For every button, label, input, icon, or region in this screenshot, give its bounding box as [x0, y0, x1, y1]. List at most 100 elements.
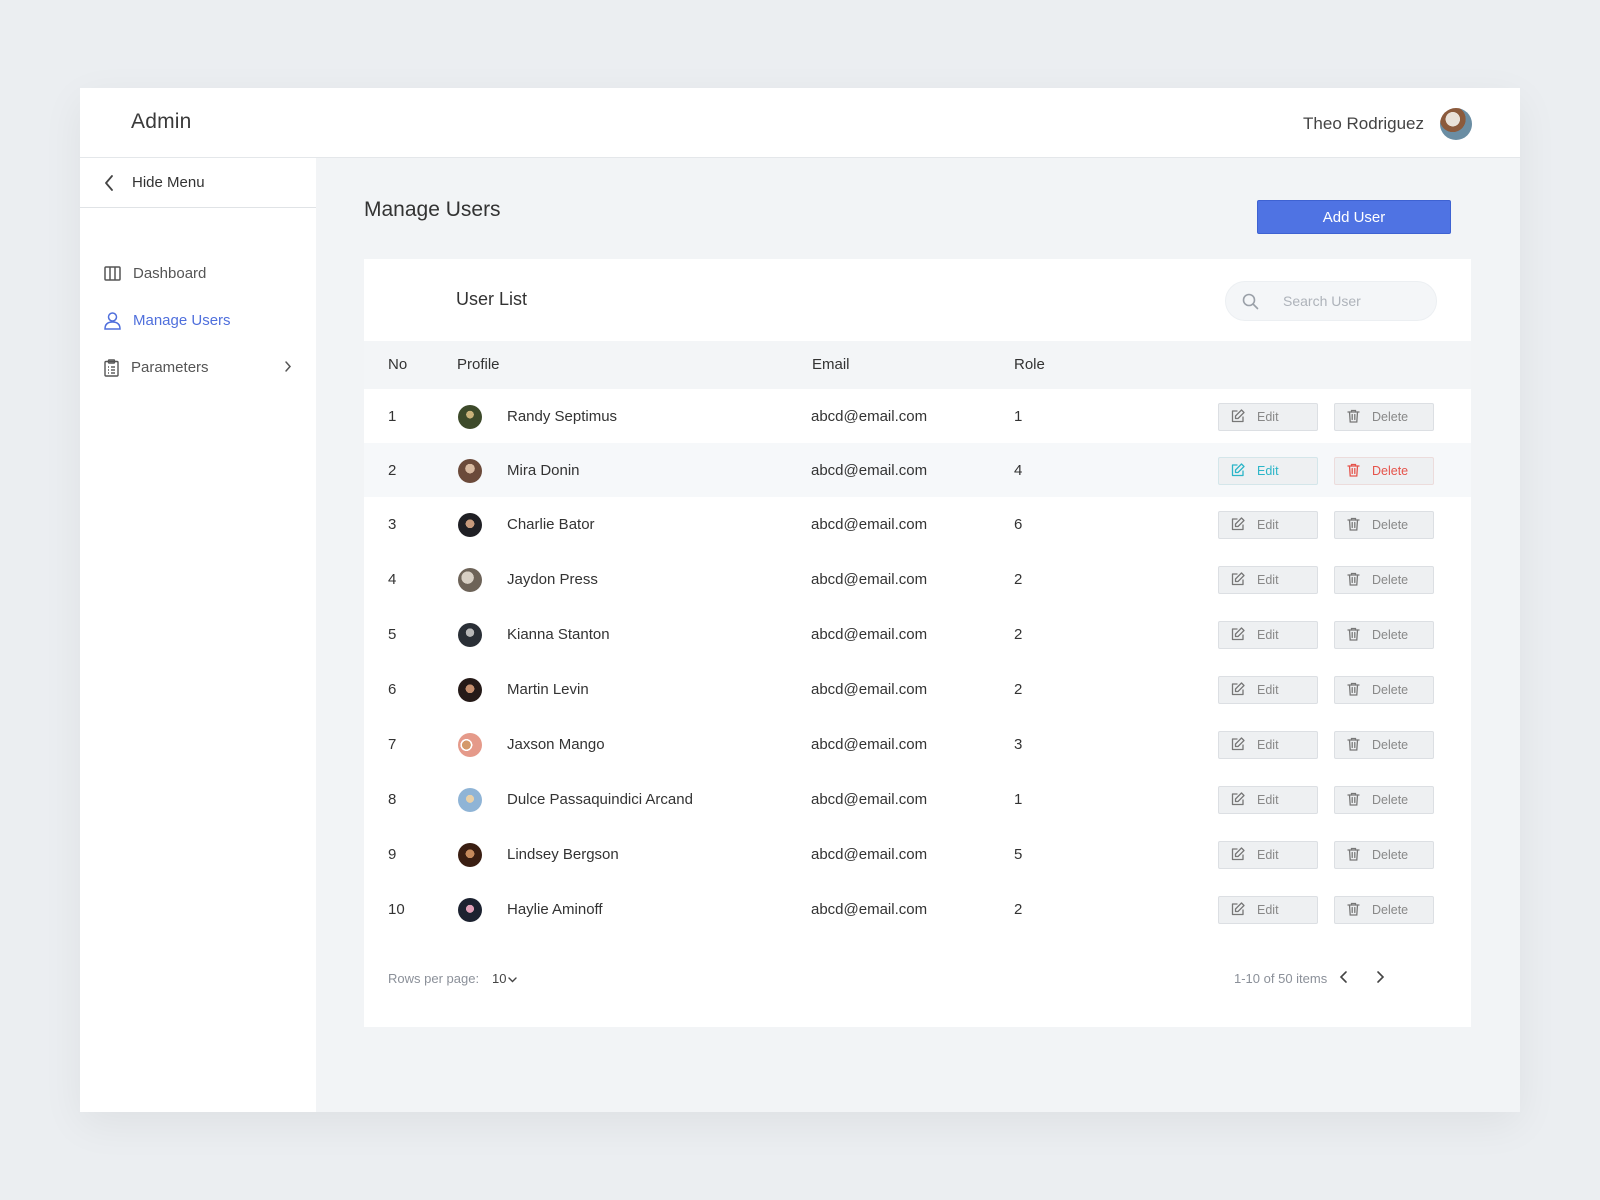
user-role: 6: [1014, 516, 1023, 533]
delete-button[interactable]: Delete: [1334, 676, 1434, 704]
sidebar-item-manage-users[interactable]: Manage Users: [80, 297, 316, 344]
top-bar: Admin Theo Rodriguez: [80, 88, 1520, 158]
table-header: No Profile Email Role: [364, 341, 1471, 389]
delete-label: Delete: [1372, 573, 1409, 587]
table-row[interactable]: 10 Haylie Aminoff abcd@email.com 2 Edit Delet…: [364, 882, 1471, 937]
table-row[interactable]: 2 Mira Donin abcd@email.com 4 Edit Delete: [364, 443, 1471, 497]
profile-avatar: [458, 843, 482, 867]
user-email: abcd@email.com: [811, 791, 928, 808]
profile-name: Martin Levin: [507, 681, 589, 698]
trash-icon: [1347, 409, 1360, 426]
delete-label: Delete: [1372, 410, 1409, 424]
table-row[interactable]: 5 Kianna Stanton abcd@email.com 2 Edit Delete: [364, 607, 1471, 662]
table-row[interactable]: 6 Martin Levin abcd@email.com 2 Edit Delete: [364, 662, 1471, 717]
delete-label: Delete: [1372, 738, 1409, 752]
profile-name: Kianna Stanton: [507, 626, 610, 643]
clipboard-icon: [104, 358, 119, 377]
user-avatar[interactable]: [1440, 108, 1472, 140]
table-row[interactable]: 9 Lindsey Bergson abcd@email.com 5 Edit Delet…: [364, 827, 1471, 882]
edit-button[interactable]: Edit: [1218, 457, 1318, 485]
profile-name: Mira Donin: [507, 462, 580, 479]
add-user-button[interactable]: Add User: [1257, 200, 1451, 234]
header-no: No: [388, 356, 408, 373]
table-row[interactable]: 3 Charlie Bator abcd@email.com 6 Edit Delete: [364, 497, 1471, 552]
profile-avatar: [458, 678, 482, 702]
delete-label: Delete: [1372, 903, 1409, 917]
delete-label: Delete: [1372, 518, 1409, 532]
delete-button[interactable]: Delete: [1334, 731, 1434, 759]
delete-label: Delete: [1372, 464, 1409, 478]
delete-button[interactable]: Delete: [1334, 621, 1434, 649]
sidebar-item-label: Manage Users: [133, 312, 231, 329]
table-row[interactable]: 4 Jaydon Press abcd@email.com 2 Edit Delete: [364, 552, 1471, 607]
edit-button[interactable]: Edit: [1218, 731, 1318, 759]
edit-button[interactable]: Edit: [1218, 511, 1318, 539]
edit-label: Edit: [1257, 903, 1279, 917]
user-role: 4: [1014, 462, 1023, 479]
delete-button[interactable]: Delete: [1334, 511, 1434, 539]
edit-button[interactable]: Edit: [1218, 841, 1318, 869]
hide-menu-label: Hide Menu: [132, 174, 205, 191]
trash-icon: [1347, 682, 1360, 699]
sidebar-item-label: Dashboard: [133, 265, 207, 282]
edit-label: Edit: [1257, 464, 1279, 478]
sidebar: Hide Menu Dashboard Manage Users Paramet…: [80, 158, 316, 1112]
edit-label: Edit: [1257, 573, 1279, 587]
edit-button[interactable]: Edit: [1218, 676, 1318, 704]
user-name: Theo Rodriguez: [1303, 114, 1424, 133]
edit-icon: [1231, 736, 1245, 754]
edit-label: Edit: [1257, 410, 1279, 424]
hide-menu-button[interactable]: Hide Menu: [80, 158, 316, 208]
next-page-button[interactable]: [1376, 970, 1385, 987]
trash-icon: [1347, 737, 1360, 754]
trash-icon: [1347, 572, 1360, 589]
sidebar-item-dashboard[interactable]: Dashboard: [80, 250, 316, 297]
user-role: 1: [1014, 791, 1023, 808]
rows-per-page-label: Rows per page:: [388, 971, 480, 986]
search-box[interactable]: [1225, 281, 1437, 321]
edit-icon: [1231, 462, 1245, 480]
user-list-card: User List No Profile Email Role 1 Randy S…: [364, 259, 1471, 1027]
table-row[interactable]: 7 Jaxson Mango abcd@email.com 3 Edit Delete: [364, 717, 1471, 772]
main-content: Manage Users Add User User List No Profi…: [316, 158, 1520, 1112]
delete-button[interactable]: Delete: [1334, 566, 1434, 594]
sidebar-item-parameters[interactable]: Parameters: [80, 344, 316, 391]
delete-button[interactable]: Delete: [1334, 403, 1434, 431]
user-email: abcd@email.com: [811, 626, 928, 643]
edit-button[interactable]: Edit: [1218, 566, 1318, 594]
delete-button[interactable]: Delete: [1334, 457, 1434, 485]
edit-button[interactable]: Edit: [1218, 621, 1318, 649]
delete-label: Delete: [1372, 793, 1409, 807]
edit-icon: [1231, 846, 1245, 864]
delete-button[interactable]: Delete: [1334, 841, 1434, 869]
row-number: 5: [388, 626, 397, 643]
profile-avatar: [458, 568, 482, 592]
edit-label: Edit: [1257, 683, 1279, 697]
row-number: 10: [388, 901, 405, 918]
edit-icon: [1231, 571, 1245, 589]
edit-icon: [1231, 626, 1245, 644]
header-profile: Profile: [457, 356, 500, 373]
trash-icon: [1347, 517, 1360, 534]
prev-page-button[interactable]: [1339, 970, 1348, 987]
row-number: 4: [388, 571, 397, 588]
table-row[interactable]: 1 Randy Septimus abcd@email.com 1 Edit Delete: [364, 389, 1471, 443]
profile-avatar: [458, 623, 482, 647]
columns-icon: [104, 266, 121, 281]
edit-button[interactable]: Edit: [1218, 896, 1318, 924]
row-number: 6: [388, 681, 397, 698]
profile-name: Randy Septimus: [507, 408, 618, 425]
profile-name: Lindsey Bergson: [507, 846, 619, 863]
edit-icon: [1231, 681, 1245, 699]
edit-button[interactable]: Edit: [1218, 786, 1318, 814]
table-row[interactable]: 8 Dulce Passaquindici Arcand abcd@email.co…: [364, 772, 1471, 827]
user-menu[interactable]: Theo Rodriguez: [1303, 108, 1472, 140]
edit-button[interactable]: Edit: [1218, 403, 1318, 431]
search-input[interactable]: [1283, 293, 1433, 309]
trash-icon: [1347, 627, 1360, 644]
trash-icon: [1347, 902, 1360, 919]
user-role: 1: [1014, 408, 1023, 425]
delete-button[interactable]: Delete: [1334, 786, 1434, 814]
rows-per-page-select[interactable]: 10: [492, 971, 518, 986]
delete-button[interactable]: Delete: [1334, 896, 1434, 924]
